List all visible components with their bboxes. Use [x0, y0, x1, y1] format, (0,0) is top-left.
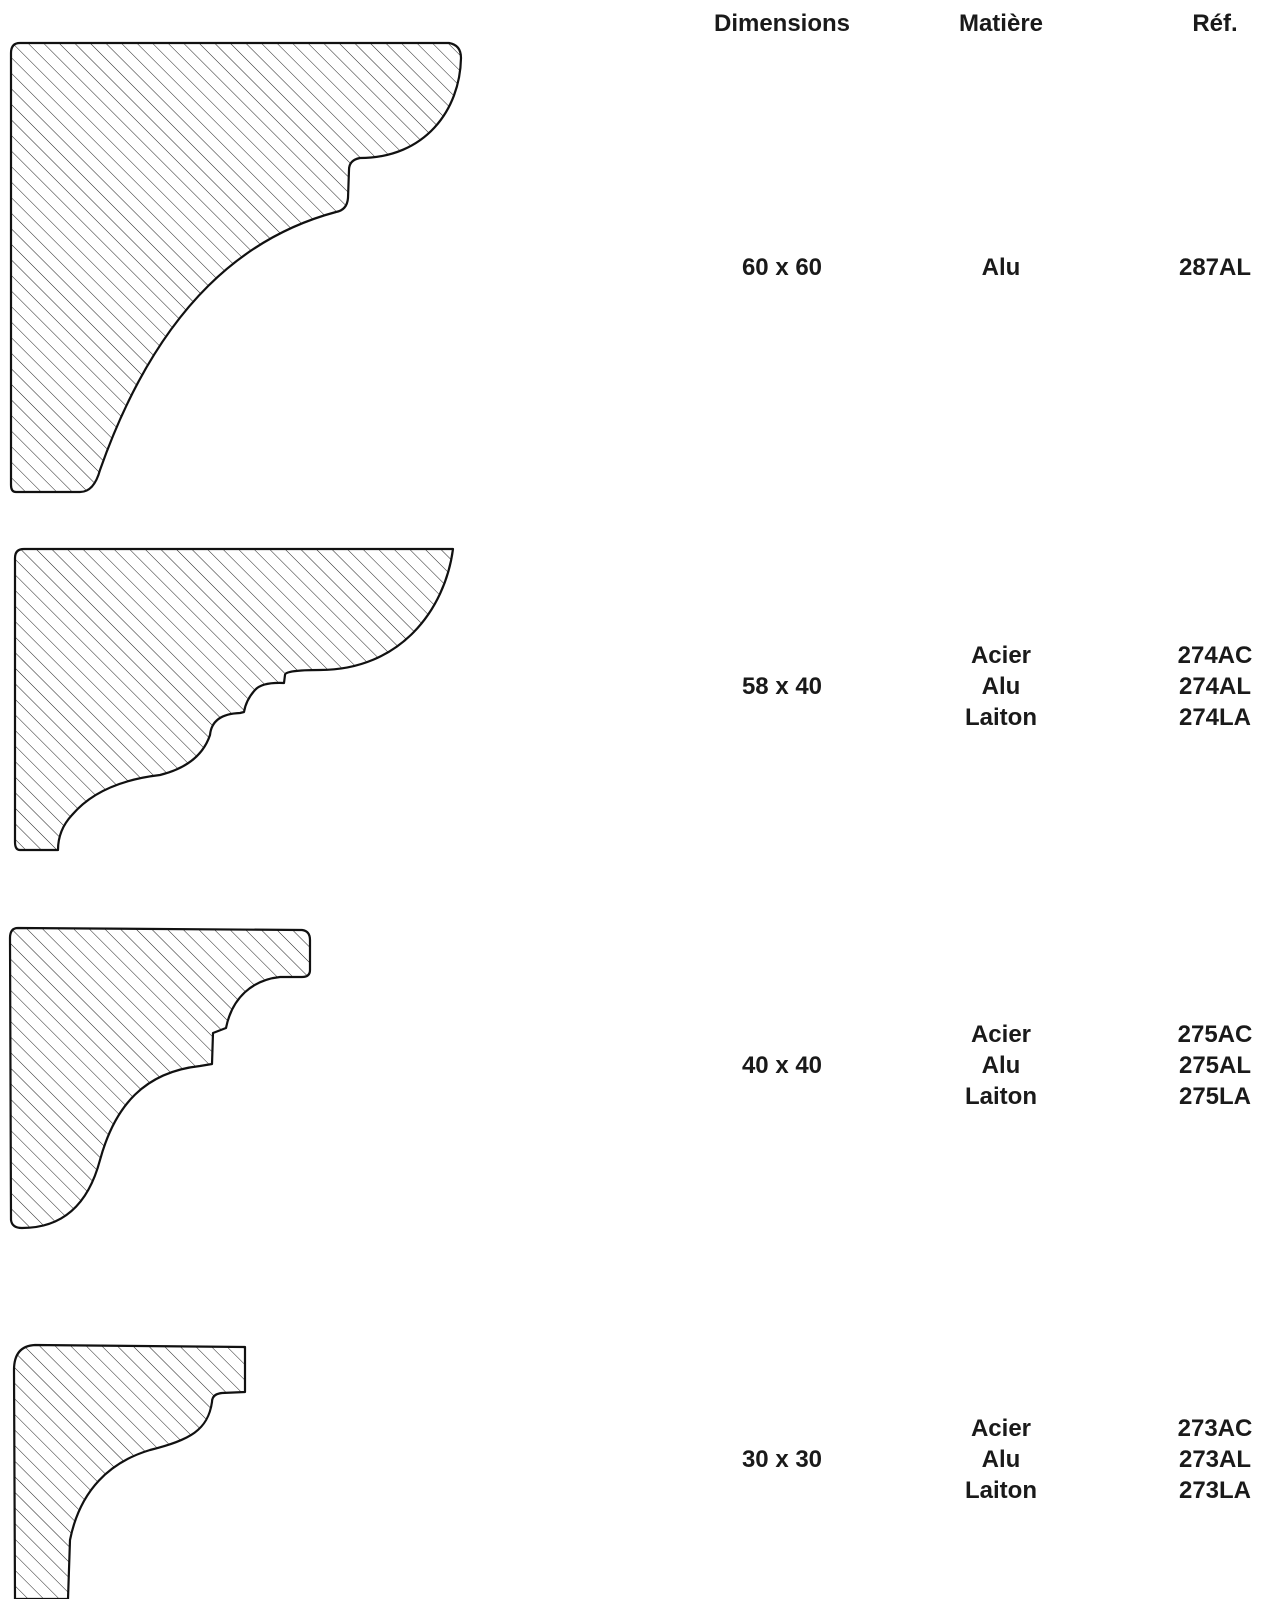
row-4-materials: Acier Alu Laiton — [911, 1413, 1091, 1506]
row-4-ref-2: 273AL — [1178, 1446, 1252, 1473]
row-3-material-2: Alu — [981, 1052, 1021, 1079]
row-4-ref-1: 273AC — [1177, 1415, 1253, 1442]
row-3-ref-1: 275AC — [1177, 1021, 1253, 1048]
row-2-materials: Acier Alu Laiton — [911, 640, 1091, 733]
row-3-dimensions: 40 x 40 — [690, 1050, 874, 1081]
row-4-material-1: Acier — [970, 1415, 1032, 1442]
row-1-ref-1: 287AL — [1178, 254, 1252, 281]
row-3-ref-3: 275LA — [1178, 1083, 1252, 1110]
row-1-material-1: Alu — [981, 254, 1021, 281]
profile-274-drawing — [13, 547, 455, 852]
row-4-material-2: Alu — [981, 1446, 1021, 1473]
profile-287-drawing — [9, 41, 463, 494]
row-2-ref-3: 274LA — [1178, 704, 1252, 731]
header-ref: Réf. — [1192, 10, 1238, 37]
row-4-refs: 273AC 273AL 273LA — [1150, 1413, 1280, 1506]
profile-drawings — [8, 41, 463, 1599]
row-2-material-2: Alu — [981, 673, 1021, 700]
row-3-material-1: Acier — [970, 1021, 1032, 1048]
row-3-dimensions-value: 40 x 40 — [741, 1052, 823, 1079]
row-1-refs: 287AL — [1150, 252, 1280, 283]
row-4-ref-3: 273LA — [1178, 1477, 1252, 1504]
row-3-materials: Acier Alu Laiton — [911, 1019, 1091, 1112]
row-2-dimensions-value: 58 x 40 — [741, 673, 823, 700]
header-dimensions: Dimensions — [713, 10, 851, 37]
profile-273-drawing — [12, 1343, 247, 1599]
row-2-ref-1: 274AC — [1177, 642, 1253, 669]
row-2-material-3: Laiton — [965, 704, 1037, 731]
row-2-material-1: Acier — [970, 642, 1032, 669]
row-4-dimensions-value: 30 x 30 — [741, 1446, 823, 1473]
row-2-ref-2: 274AL — [1178, 673, 1252, 700]
row-4-dimensions: 30 x 30 — [690, 1444, 874, 1475]
header-matiere: Matière — [958, 10, 1044, 37]
row-4-material-3: Laiton — [965, 1477, 1037, 1504]
row-1-dimensions-value: 60 x 60 — [741, 254, 823, 281]
row-1-materials: Alu — [911, 252, 1091, 283]
row-2-refs: 274AC 274AL 274LA — [1150, 640, 1280, 733]
row-2-dimensions: 58 x 40 — [690, 671, 874, 702]
row-3-material-3: Laiton — [965, 1083, 1037, 1110]
row-3-refs: 275AC 275AL 275LA — [1150, 1019, 1280, 1112]
row-1-dimensions: 60 x 60 — [690, 252, 874, 283]
profile-275-drawing — [8, 926, 312, 1230]
row-3-ref-2: 275AL — [1178, 1052, 1252, 1079]
